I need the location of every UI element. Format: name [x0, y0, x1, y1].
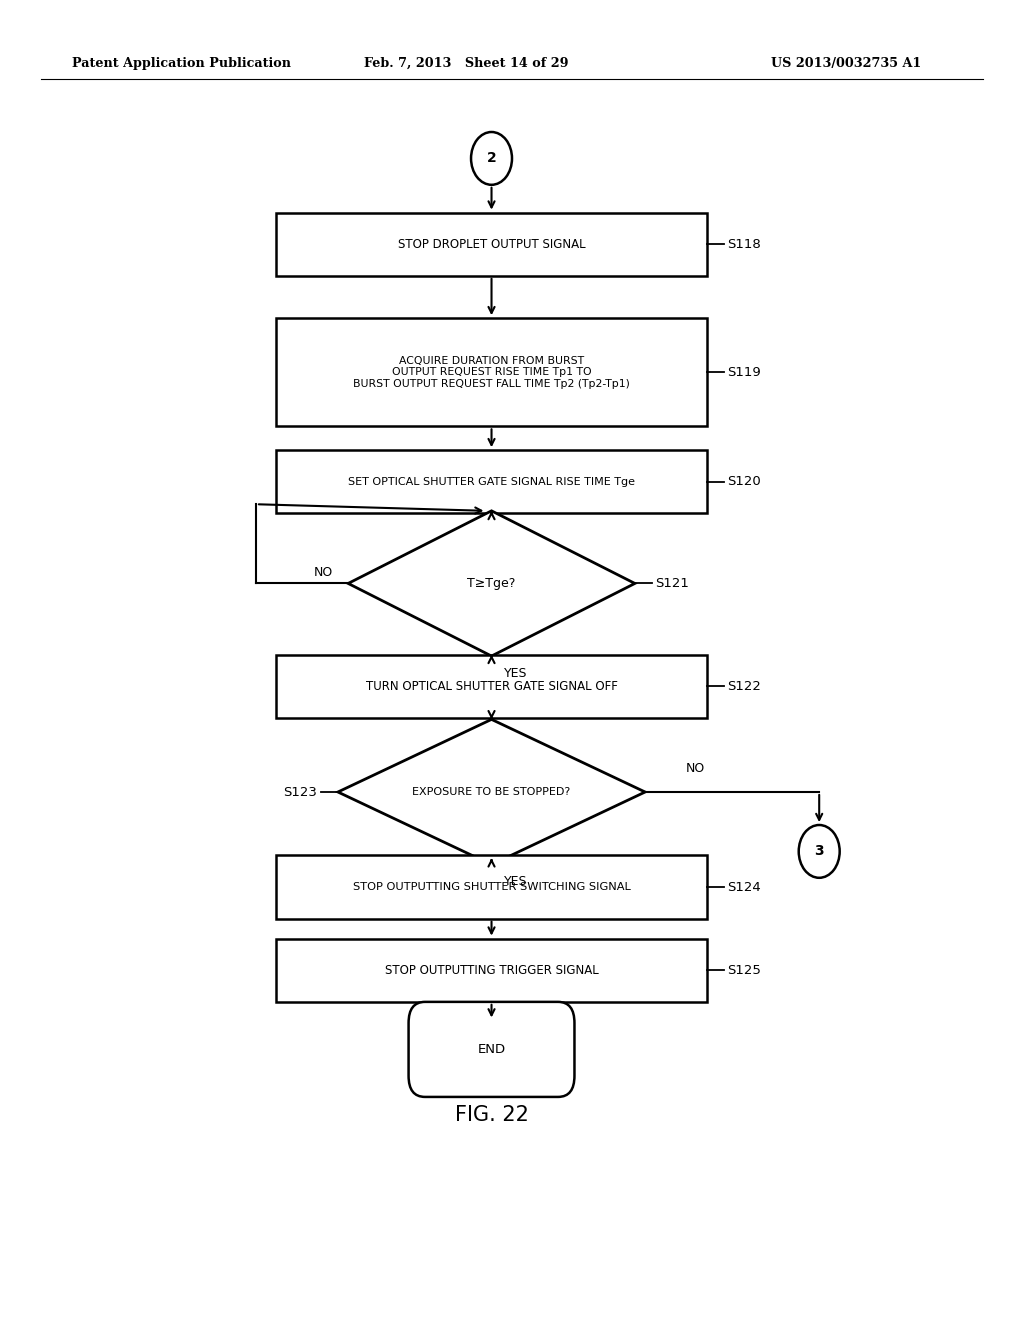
Text: S122: S122	[727, 680, 761, 693]
Text: ACQUIRE DURATION FROM BURST
OUTPUT REQUEST RISE TIME Tp1 TO
BURST OUTPUT REQUEST: ACQUIRE DURATION FROM BURST OUTPUT REQUE…	[353, 355, 630, 389]
Text: S124: S124	[727, 880, 761, 894]
Polygon shape	[338, 719, 645, 865]
FancyBboxPatch shape	[409, 1002, 574, 1097]
Text: STOP DROPLET OUTPUT SIGNAL: STOP DROPLET OUTPUT SIGNAL	[397, 238, 586, 251]
Text: US 2013/0032735 A1: US 2013/0032735 A1	[771, 57, 922, 70]
Circle shape	[799, 825, 840, 878]
Text: T≥Tge?: T≥Tge?	[467, 577, 516, 590]
Text: 3: 3	[814, 845, 824, 858]
FancyBboxPatch shape	[276, 655, 707, 718]
Text: STOP OUTPUTTING SHUTTER SWITCHING SIGNAL: STOP OUTPUTTING SHUTTER SWITCHING SIGNAL	[352, 882, 631, 892]
Text: SET OPTICAL SHUTTER GATE SIGNAL RISE TIME Tge: SET OPTICAL SHUTTER GATE SIGNAL RISE TIM…	[348, 477, 635, 487]
FancyBboxPatch shape	[276, 318, 707, 426]
Text: S123: S123	[284, 785, 317, 799]
Text: YES: YES	[504, 667, 527, 680]
Text: Feb. 7, 2013   Sheet 14 of 29: Feb. 7, 2013 Sheet 14 of 29	[364, 57, 568, 70]
Text: S118: S118	[727, 238, 761, 251]
Text: STOP OUTPUTTING TRIGGER SIGNAL: STOP OUTPUTTING TRIGGER SIGNAL	[385, 964, 598, 977]
Text: S120: S120	[727, 475, 761, 488]
FancyBboxPatch shape	[276, 855, 707, 919]
Text: S119: S119	[727, 366, 761, 379]
Polygon shape	[348, 511, 635, 656]
Text: NO: NO	[313, 566, 333, 579]
Circle shape	[471, 132, 512, 185]
Text: S125: S125	[727, 964, 761, 977]
Text: EXPOSURE TO BE STOPPED?: EXPOSURE TO BE STOPPED?	[413, 787, 570, 797]
Text: END: END	[477, 1043, 506, 1056]
Text: TURN OPTICAL SHUTTER GATE SIGNAL OFF: TURN OPTICAL SHUTTER GATE SIGNAL OFF	[366, 680, 617, 693]
FancyBboxPatch shape	[276, 213, 707, 276]
Text: 2: 2	[486, 152, 497, 165]
Text: FIG. 22: FIG. 22	[455, 1105, 528, 1126]
Text: YES: YES	[504, 875, 527, 888]
Text: NO: NO	[686, 762, 706, 775]
Text: Patent Application Publication: Patent Application Publication	[72, 57, 291, 70]
FancyBboxPatch shape	[276, 939, 707, 1002]
FancyBboxPatch shape	[276, 450, 707, 513]
Text: S121: S121	[655, 577, 689, 590]
